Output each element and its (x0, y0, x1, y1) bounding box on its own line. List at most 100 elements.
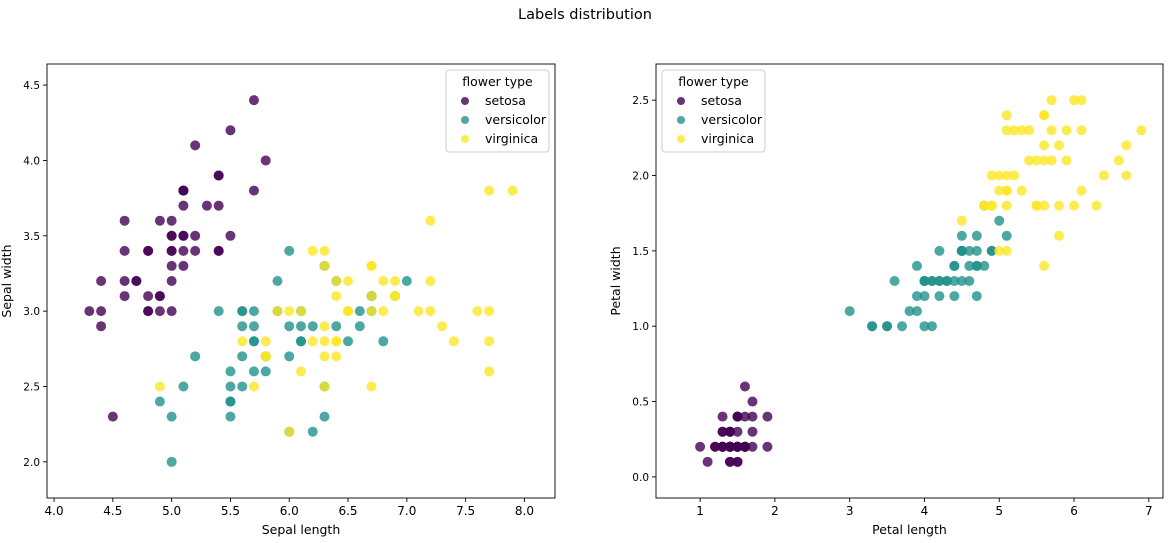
point-versicolor (237, 321, 248, 332)
point-versicolor (979, 260, 990, 271)
legend-box (445, 69, 550, 153)
point-virginica (1039, 110, 1050, 121)
point-versicolor (166, 456, 177, 467)
point-versicolor (154, 396, 165, 407)
point-virginica (1009, 170, 1020, 181)
point-setosa (747, 441, 758, 452)
point-virginica (1039, 155, 1050, 166)
point-virginica (1001, 110, 1012, 121)
x-tick-label: 7.0 (397, 504, 416, 518)
point-versicolor (213, 306, 224, 317)
x-tick-label: 7.5 (456, 504, 475, 518)
point-versicolor (296, 321, 306, 332)
point-setosa (732, 456, 743, 467)
point-versicolor (307, 426, 318, 437)
axes-frame (655, 63, 1164, 499)
point-virginica (1001, 170, 1012, 181)
point-setosa (119, 215, 130, 226)
x-tick-label: 6 (1070, 504, 1078, 518)
legend: flower type setosa versicolor virginica (661, 69, 766, 153)
point-virginica (331, 276, 342, 286)
point-virginica (994, 170, 1005, 181)
legend-label-versicolor: versicolor (485, 112, 547, 127)
point-virginica (484, 336, 495, 347)
point-setosa (107, 411, 118, 422)
point-virginica (1098, 170, 1109, 181)
point-virginica (319, 336, 330, 347)
point-versicolor (882, 321, 893, 332)
point-setosa (725, 426, 736, 437)
point-versicolor (284, 245, 295, 256)
point-virginica (1069, 95, 1080, 106)
point-setosa (154, 306, 165, 317)
point-setosa (154, 215, 165, 226)
point-versicolor (354, 321, 365, 332)
point-virginica (1046, 125, 1057, 136)
point-setosa (225, 230, 236, 241)
point-virginica (1016, 125, 1027, 136)
point-virginica (1054, 140, 1065, 151)
point-setosa (717, 411, 728, 422)
point-setosa (695, 441, 706, 452)
point-virginica (413, 306, 424, 317)
legend-marker-virginica (461, 135, 469, 143)
point-virginica (1046, 95, 1057, 106)
point-virginica (994, 185, 1005, 196)
y-tick-label: 1.0 (632, 321, 649, 333)
point-setosa (717, 426, 728, 437)
point-virginica (1054, 230, 1065, 241)
x-tick-label: 2 (771, 504, 779, 518)
point-virginica (986, 200, 997, 211)
point-versicolor (331, 321, 342, 332)
point-virginica (1039, 140, 1050, 151)
legend-marker-virginica (677, 135, 685, 143)
point-versicolor (190, 351, 201, 362)
point-setosa (96, 276, 107, 286)
point-setosa (166, 215, 177, 226)
point-setosa (143, 291, 154, 302)
y-tick-label: 3.5 (23, 231, 40, 243)
point-setosa (747, 426, 758, 437)
point-virginica (484, 185, 495, 196)
point-versicolor (248, 336, 259, 347)
point-versicolor (844, 306, 855, 317)
point-versicolor (225, 381, 236, 392)
point-setosa (119, 291, 130, 302)
point-setosa (732, 426, 743, 437)
x-tick-label: 4.0 (45, 504, 64, 518)
point-versicolor (166, 411, 177, 422)
legend-box (661, 69, 766, 153)
point-versicolor (964, 276, 975, 286)
point-versicolor (986, 245, 997, 256)
plot-sepal: 4.0 4.5 5.0 5.5 6.0 6.5 7.0 7.5 8.0 2.0 2.5 3.0 3.5 4… (0, 63, 556, 537)
point-virginica (425, 215, 436, 226)
point-virginica (319, 321, 330, 332)
point-virginica (378, 306, 389, 317)
point-setosa (739, 381, 750, 392)
point-versicolor (307, 321, 318, 332)
point-setosa (178, 230, 189, 241)
point-versicolor (971, 291, 982, 302)
point-setosa (213, 200, 224, 211)
point-virginica (284, 426, 295, 437)
point-setosa (178, 260, 189, 271)
point-versicolor (919, 276, 930, 286)
point-setosa (732, 411, 743, 422)
point-versicolor (911, 306, 922, 317)
point-virginica (366, 306, 377, 317)
point-setosa (166, 230, 177, 241)
point-versicolor (926, 276, 937, 286)
point-setosa (213, 170, 224, 181)
legend-marker-versicolor (461, 116, 469, 124)
point-versicolor (971, 230, 982, 241)
point-setosa (702, 456, 713, 467)
point-setosa (131, 276, 142, 286)
point-versicolor (354, 306, 365, 317)
point-virginica (331, 351, 342, 362)
plot-petal: 1 2 3 4 5 6 7 0.0 0.5 1.0 1.5 2.0 2.5 Petal length Pet… (608, 63, 1164, 537)
point-versicolor (319, 411, 330, 422)
x-tick-label: 5 (995, 504, 1003, 518)
point-setosa (725, 456, 736, 467)
point-setosa (717, 441, 728, 452)
